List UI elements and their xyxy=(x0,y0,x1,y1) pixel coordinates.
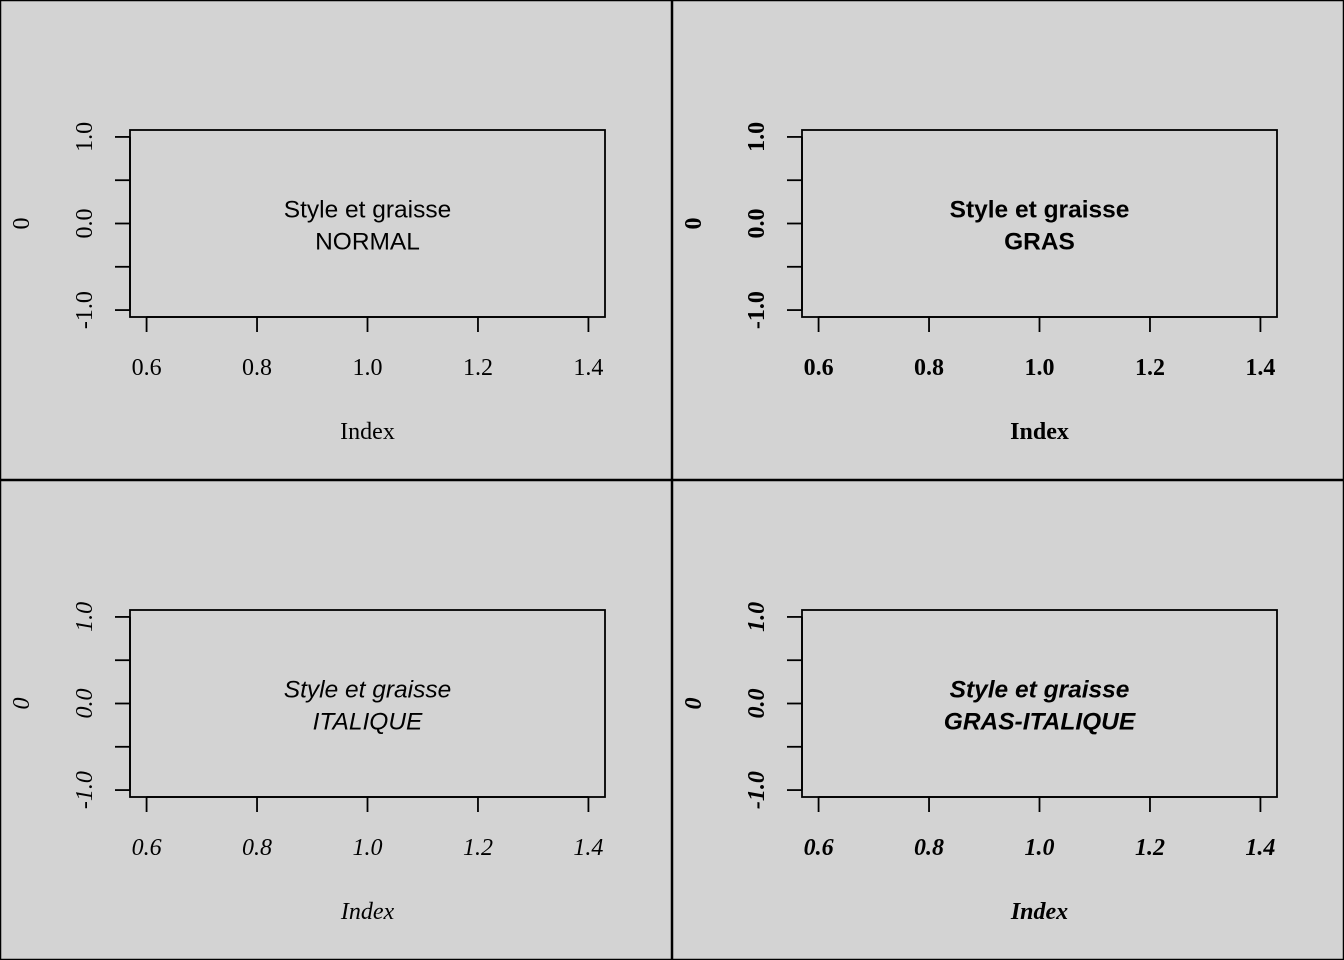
y-axis-title: 0 xyxy=(9,218,35,230)
x-tick-label: 1.2 xyxy=(463,835,493,861)
x-tick-label: 1.0 xyxy=(353,355,383,381)
panel-frame xyxy=(0,479,673,960)
y-tick-label: 1.0 xyxy=(72,602,98,632)
x-tick-label: 1.2 xyxy=(463,355,493,381)
annotation-line: Style et graisse xyxy=(950,197,1130,224)
chart-panel: 0.6 0.8 1.0 1.2 1.4 -1.0 0.0 1.0 Index 0 Style et … xyxy=(671,479,1344,960)
x-tick-label: 1.4 xyxy=(573,355,603,381)
annotation-line: Style et graisse xyxy=(950,677,1130,704)
x-axis-title: Index xyxy=(340,419,395,445)
y-tick-label: -1.0 xyxy=(72,291,98,329)
y-axis-title: 0 xyxy=(681,218,707,230)
chart-panel: 0.6 0.8 1.0 1.2 1.4 -1.0 0.0 1.0 Index 0 Style et … xyxy=(0,0,673,481)
y-tick-label: 0.0 xyxy=(744,689,770,719)
x-tick-label: 0.6 xyxy=(804,835,834,861)
x-tick-label: 0.8 xyxy=(242,835,272,861)
panel-frame xyxy=(0,0,673,481)
y-tick-label: 0.0 xyxy=(72,689,98,719)
annotation-line: NORMAL xyxy=(315,229,420,256)
x-axis-title: Index xyxy=(340,899,395,925)
annotation-line: GRAS xyxy=(1004,229,1075,256)
x-tick-label: 1.4 xyxy=(1245,355,1275,381)
y-tick-label: 0.0 xyxy=(744,209,770,239)
x-tick-label: 1.0 xyxy=(1025,835,1055,861)
x-tick-label: 1.4 xyxy=(573,835,603,861)
annotation-line: Style et graisse xyxy=(284,197,452,224)
y-tick-label: 0.0 xyxy=(72,209,98,239)
x-tick-label: 1.0 xyxy=(1025,355,1055,381)
annotation-line: ITALIQUE xyxy=(313,709,423,736)
y-axis-title: 0 xyxy=(681,698,707,710)
x-tick-label: 0.6 xyxy=(804,355,834,381)
panel-frame xyxy=(671,0,1344,481)
x-axis-title: Index xyxy=(1010,899,1068,925)
y-tick-label: -1.0 xyxy=(72,771,98,809)
annotation-line: Style et graisse xyxy=(284,677,452,704)
y-tick-label: 1.0 xyxy=(744,122,770,152)
x-tick-label: 0.8 xyxy=(914,835,944,861)
annotation-line: GRAS-ITALIQUE xyxy=(944,709,1136,736)
chart-panel: 0.6 0.8 1.0 1.2 1.4 -1.0 0.0 1.0 Index 0 Style et … xyxy=(671,0,1344,481)
x-tick-label: 0.8 xyxy=(242,355,272,381)
x-tick-label: 0.8 xyxy=(914,355,944,381)
x-tick-label: 0.6 xyxy=(132,835,162,861)
y-axis-title: 0 xyxy=(9,698,35,710)
y-tick-label: -1.0 xyxy=(744,291,770,329)
x-tick-label: 1.4 xyxy=(1245,835,1275,861)
chart-panel: 0.6 0.8 1.0 1.2 1.4 -1.0 0.0 1.0 Index 0 Style et … xyxy=(0,479,673,960)
y-tick-label: 1.0 xyxy=(744,602,770,632)
x-axis-title: Index xyxy=(1010,419,1069,445)
x-tick-label: 1.2 xyxy=(1135,835,1165,861)
x-tick-label: 1.2 xyxy=(1135,355,1165,381)
x-tick-label: 0.6 xyxy=(132,355,162,381)
y-tick-label: 1.0 xyxy=(72,122,98,152)
x-tick-label: 1.0 xyxy=(353,835,383,861)
y-tick-label: -1.0 xyxy=(744,771,770,809)
